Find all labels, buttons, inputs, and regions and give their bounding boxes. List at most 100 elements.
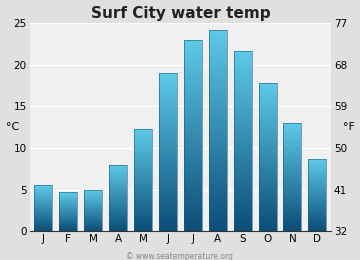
Bar <box>134 165 152 166</box>
Bar <box>309 223 327 224</box>
Bar <box>283 160 301 161</box>
Bar <box>184 131 202 133</box>
Bar <box>59 206 77 207</box>
Bar <box>234 57 252 60</box>
Bar <box>134 184 152 185</box>
Bar <box>234 173 252 175</box>
Bar <box>59 207 77 208</box>
Bar <box>159 81 177 83</box>
Bar <box>234 229 252 231</box>
Bar <box>283 192 301 193</box>
Bar <box>309 175 327 176</box>
Bar <box>159 210 177 211</box>
Bar <box>34 197 52 198</box>
Bar <box>283 220 301 222</box>
Bar <box>109 223 127 224</box>
Bar <box>234 78 252 80</box>
Bar <box>258 103 276 105</box>
Bar <box>234 159 252 161</box>
Bar <box>34 212 52 213</box>
Bar <box>234 168 252 170</box>
Bar <box>234 161 252 164</box>
Bar <box>283 126 301 127</box>
Bar <box>234 91 252 94</box>
Bar <box>209 62 227 65</box>
Bar <box>159 156 177 158</box>
Bar <box>283 196 301 197</box>
Bar <box>209 204 227 206</box>
Bar <box>134 147 152 148</box>
Bar <box>184 95 202 97</box>
Bar <box>59 209 77 210</box>
Bar <box>209 80 227 83</box>
Bar <box>84 228 102 229</box>
Bar <box>184 97 202 100</box>
Bar <box>209 226 227 229</box>
Bar <box>309 224 327 225</box>
Bar <box>258 222 276 224</box>
Bar <box>84 203 102 204</box>
Bar <box>283 204 301 206</box>
Bar <box>258 83 276 85</box>
Bar <box>59 198 77 199</box>
Bar <box>209 103 227 105</box>
Bar <box>184 224 202 226</box>
Bar <box>134 181 152 183</box>
Bar <box>59 203 77 204</box>
Bar <box>209 100 227 103</box>
Bar <box>258 168 276 170</box>
Bar <box>309 173 327 174</box>
Bar <box>159 116 177 119</box>
Bar <box>209 35 227 37</box>
Bar <box>309 211 327 212</box>
Bar <box>159 87 177 89</box>
Bar <box>159 164 177 166</box>
Bar <box>34 223 52 224</box>
Bar <box>34 199 52 200</box>
Bar <box>234 51 252 53</box>
Bar <box>309 191 327 192</box>
Bar <box>159 122 177 125</box>
Bar <box>258 109 276 111</box>
Bar <box>258 144 276 146</box>
Bar <box>184 179 202 181</box>
Bar <box>209 113 227 115</box>
Bar <box>59 227 77 228</box>
Bar <box>109 198 127 199</box>
Bar <box>184 76 202 78</box>
Bar <box>34 190 52 191</box>
Bar <box>84 217 102 218</box>
Text: © www.seatemperature.org: © www.seatemperature.org <box>126 252 234 260</box>
Bar <box>309 181 327 182</box>
Bar <box>134 213 152 214</box>
Bar <box>109 224 127 225</box>
Bar <box>309 209 327 210</box>
Bar <box>209 146 227 148</box>
Bar <box>184 47 202 49</box>
Bar <box>309 172 327 173</box>
Bar <box>84 196 102 197</box>
Bar <box>159 111 177 113</box>
Bar <box>59 195 77 196</box>
Bar <box>309 230 327 231</box>
Bar <box>84 218 102 219</box>
Bar <box>84 204 102 205</box>
Bar <box>209 138 227 141</box>
Bar <box>209 224 227 226</box>
Bar <box>34 214 52 215</box>
Bar <box>109 214 127 216</box>
Bar <box>283 188 301 189</box>
Bar <box>283 145 301 146</box>
Bar <box>258 111 276 113</box>
Bar <box>184 100 202 102</box>
Bar <box>283 164 301 165</box>
Bar <box>84 229 102 230</box>
Bar <box>209 40 227 42</box>
Bar <box>258 226 276 228</box>
Bar <box>309 212 327 213</box>
Bar <box>184 157 202 159</box>
Bar <box>184 217 202 219</box>
Bar <box>234 220 252 222</box>
Bar <box>184 212 202 214</box>
Bar <box>59 214 77 215</box>
